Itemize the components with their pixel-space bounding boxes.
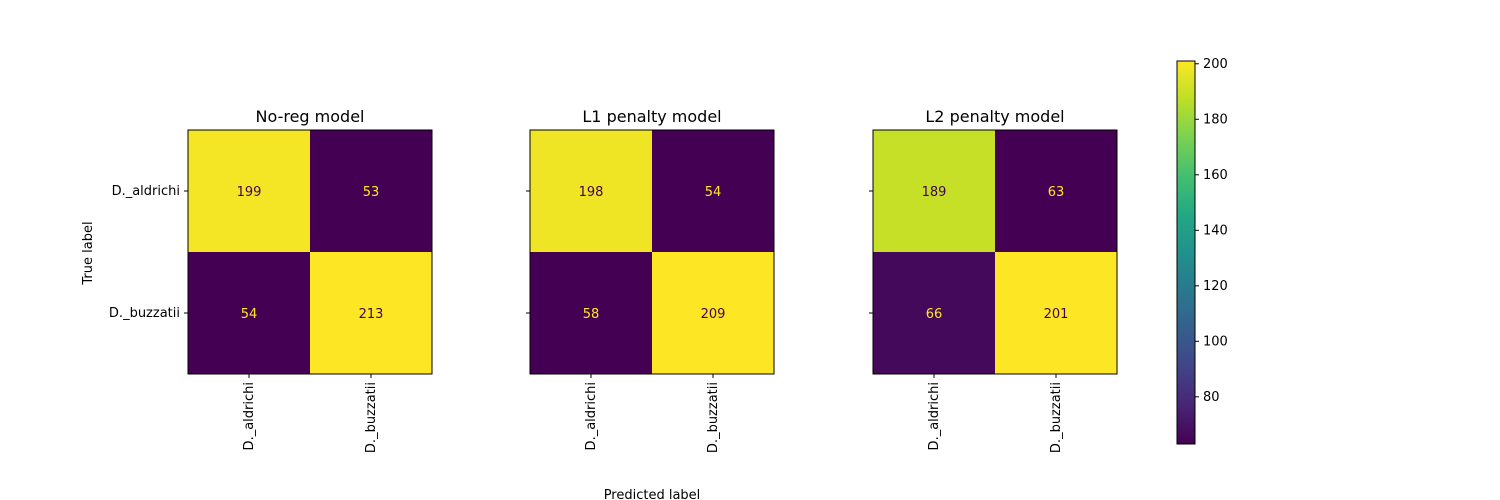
cell-value-label: 66 [926, 307, 943, 322]
colorbar-tick-label: 180 [1203, 112, 1228, 127]
matrix-cell [530, 130, 652, 252]
confusion-matrix-panels: 199 53 54 213 No-reg model D._aldrichi D._buzz… [109, 107, 1118, 453]
y-axis-label: True label [81, 221, 96, 285]
panel-title: No-reg model [256, 107, 365, 126]
matrix-cell [188, 252, 310, 374]
colorbar: 80 100 120 140 160 180 200 [1176, 57, 1228, 445]
x-tick-label: D._buzzatii [364, 382, 379, 453]
panel-title: L2 penalty model [925, 107, 1064, 126]
x-tick-label: D._buzzatii [1049, 382, 1064, 453]
confusion-matrix-3: 189 63 66 201 L2 penalty model D._aldrichi D._… [869, 107, 1118, 453]
x-tick-label: D._aldrichi [584, 382, 599, 450]
cell-value-label: 58 [583, 307, 600, 322]
y-tick-label: D._buzzatii [109, 306, 180, 321]
matrix-frame [529, 129, 775, 375]
y-tick-label: D._aldrichi [112, 184, 180, 199]
cell-value-label: 53 [363, 185, 380, 200]
colorbar-ticks: 80 100 120 140 160 180 200 [1195, 57, 1228, 405]
x-tick-label: D._buzzatii [706, 382, 721, 453]
matrix-cell [873, 252, 995, 374]
confusion-matrix-2: 198 54 58 209 L1 penalty model D._aldrichi D._… [526, 107, 775, 453]
cell-value-label: 54 [705, 185, 722, 200]
colorbar-tick-label: 160 [1203, 168, 1228, 183]
matrix-frame [872, 129, 1118, 375]
colorbar-tick-label: 200 [1203, 57, 1228, 72]
matrix-cell [310, 252, 432, 374]
cell-value-label: 198 [579, 185, 604, 200]
colorbar-tick-label: 80 [1203, 390, 1220, 405]
cell-value-label: 213 [359, 307, 384, 322]
matrix-cell [188, 130, 310, 252]
matrix-cell [530, 252, 652, 374]
colorbar-gradient [1176, 60, 1196, 445]
matrix-cell [652, 130, 774, 252]
cell-value-label: 209 [701, 307, 726, 322]
cell-value-label: 63 [1048, 185, 1065, 200]
x-tick-label: D._aldrichi [927, 382, 942, 450]
confusion-matrix-1: 199 53 54 213 No-reg model D._aldrichi D._buzz… [109, 107, 433, 453]
colorbar-tick-label: 100 [1203, 334, 1228, 349]
cell-value-label: 199 [237, 185, 262, 200]
matrix-cell [995, 130, 1117, 252]
x-axis-label: Predicted label [604, 488, 701, 500]
cell-value-label: 54 [241, 307, 258, 322]
colorbar-tick-label: 140 [1203, 223, 1228, 238]
matrix-cell [652, 252, 774, 374]
cell-value-label: 189 [922, 185, 947, 200]
x-tick-label: D._aldrichi [242, 382, 257, 450]
cell-value-label: 201 [1044, 307, 1069, 322]
colorbar-tick-label: 120 [1203, 279, 1228, 294]
matrix-frame [187, 129, 433, 375]
matrix-cell [310, 130, 432, 252]
panel-title: L1 penalty model [582, 107, 721, 126]
matrix-cell [995, 252, 1117, 374]
matrix-cell [873, 130, 995, 252]
